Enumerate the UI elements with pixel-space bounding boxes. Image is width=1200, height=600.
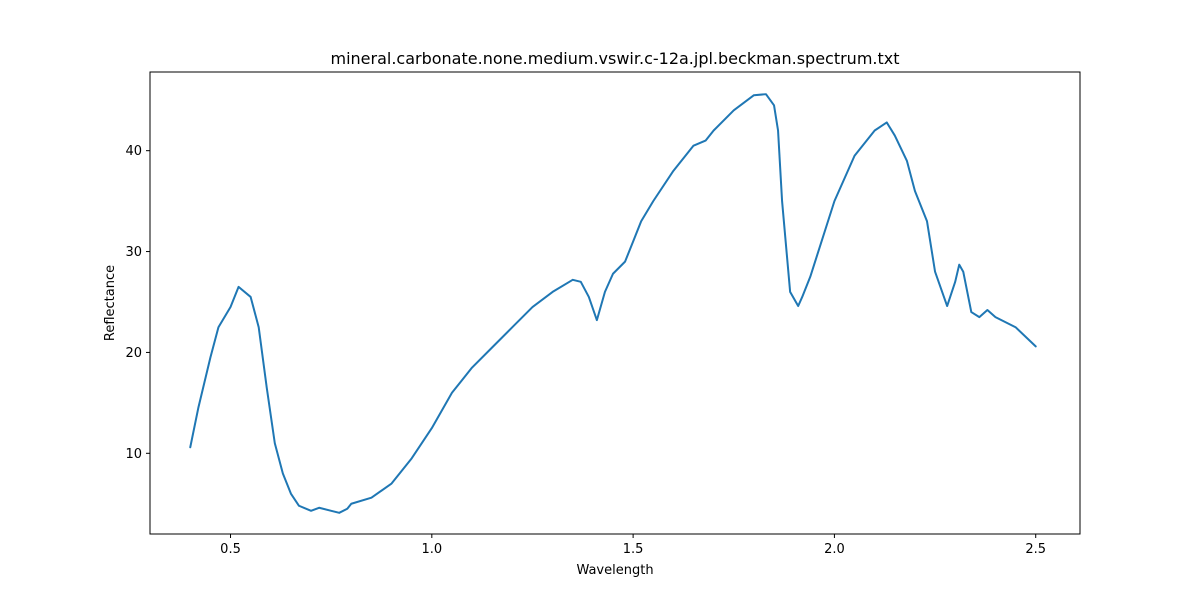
y-tick-label: 10 [125,447,142,462]
y-tick-label: 20 [125,346,142,361]
spectrum-line-0 [189,93,1037,514]
plot-frame [149,71,1081,535]
x-tick-label: 2.5 [1025,542,1046,557]
x-axis-label: Wavelength [576,563,653,578]
x-tick-label: 1.0 [421,542,442,557]
x-tick-label: 1.5 [623,542,644,557]
y-axis-label: Reflectance [103,265,118,341]
x-tick-label: 2.0 [824,542,845,557]
y-tick-label: 40 [125,144,142,159]
x-axis-ticks: 0.5 1.0 1.5 2.0 2.5 [220,534,1046,557]
y-axis-ticks: 10 20 30 40 [125,144,150,462]
x-tick-label: 0.5 [220,542,241,557]
series-layer [189,93,1037,514]
chart-title: mineral.carbonate.none.medium.vswir.c-12… [330,49,899,68]
y-tick-label: 30 [125,245,142,260]
